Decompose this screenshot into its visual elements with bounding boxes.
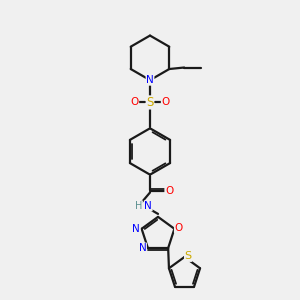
Text: H: H [135, 201, 142, 211]
Text: O: O [161, 98, 169, 107]
Text: N: N [146, 75, 154, 85]
Text: S: S [184, 251, 192, 261]
Text: O: O [130, 98, 139, 107]
Text: S: S [146, 96, 154, 109]
Text: N: N [132, 224, 140, 234]
Text: N: N [139, 243, 146, 253]
Text: O: O [175, 223, 183, 232]
Text: O: O [165, 186, 173, 196]
Text: N: N [144, 201, 152, 211]
